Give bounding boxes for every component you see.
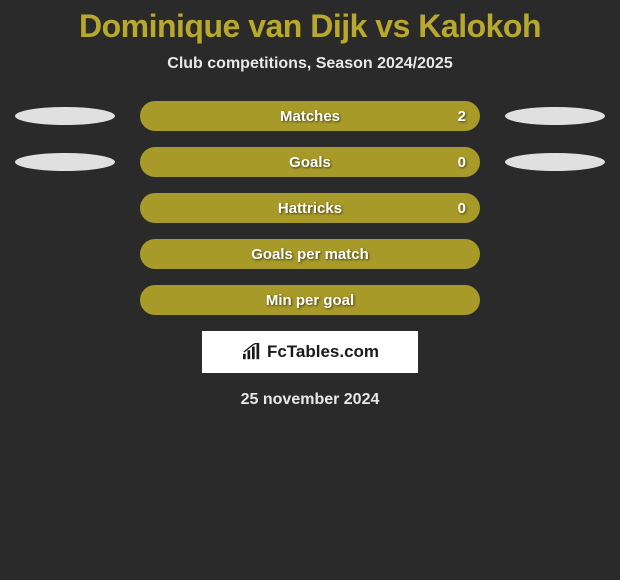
right-player-marker — [500, 147, 610, 177]
comparison-infographic: Dominique van Dijk vs Kalokoh Club compe… — [0, 0, 620, 409]
logo-box: FcTables.com — [202, 331, 418, 373]
right-player-marker — [500, 285, 610, 315]
stat-bar: Matches 2 — [140, 101, 480, 131]
left-player-marker — [10, 239, 120, 269]
stat-bar: Min per goal — [140, 285, 480, 315]
date-label: 25 november 2024 — [0, 391, 620, 409]
stat-value: 0 — [458, 200, 466, 217]
stat-row: Min per goal — [0, 285, 620, 315]
stat-label: Min per goal — [266, 292, 354, 309]
ellipse-icon — [15, 107, 115, 125]
left-player-marker — [10, 101, 120, 131]
ellipse-icon — [505, 107, 605, 125]
stat-bar: Goals per match — [140, 239, 480, 269]
ellipse-icon — [505, 153, 605, 171]
left-player-marker — [10, 147, 120, 177]
stat-row: Matches 2 — [0, 101, 620, 131]
right-player-marker — [500, 101, 610, 131]
stat-row: Goals per match — [0, 239, 620, 269]
stat-bar: Hattricks 0 — [140, 193, 480, 223]
stat-label: Hattricks — [278, 200, 342, 217]
left-player-marker — [10, 285, 120, 315]
stat-label: Goals — [289, 154, 331, 171]
stats-area: Matches 2 Goals 0 Hattricks 0 Goals per match M… — [0, 101, 620, 315]
stat-value: 0 — [458, 154, 466, 171]
page-title: Dominique van Dijk vs Kalokoh — [0, 8, 620, 45]
right-player-marker — [500, 239, 610, 269]
stat-bar: Goals 0 — [140, 147, 480, 177]
stat-row: Hattricks 0 — [0, 193, 620, 223]
logo-text: FcTables.com — [267, 342, 379, 362]
left-player-marker — [10, 193, 120, 223]
ellipse-icon — [15, 153, 115, 171]
subtitle: Club competitions, Season 2024/2025 — [0, 55, 620, 73]
stat-row: Goals 0 — [0, 147, 620, 177]
stat-label: Matches — [280, 108, 340, 125]
chart-icon — [241, 343, 263, 361]
stat-value: 2 — [458, 108, 466, 125]
stat-label: Goals per match — [251, 246, 369, 263]
right-player-marker — [500, 193, 610, 223]
